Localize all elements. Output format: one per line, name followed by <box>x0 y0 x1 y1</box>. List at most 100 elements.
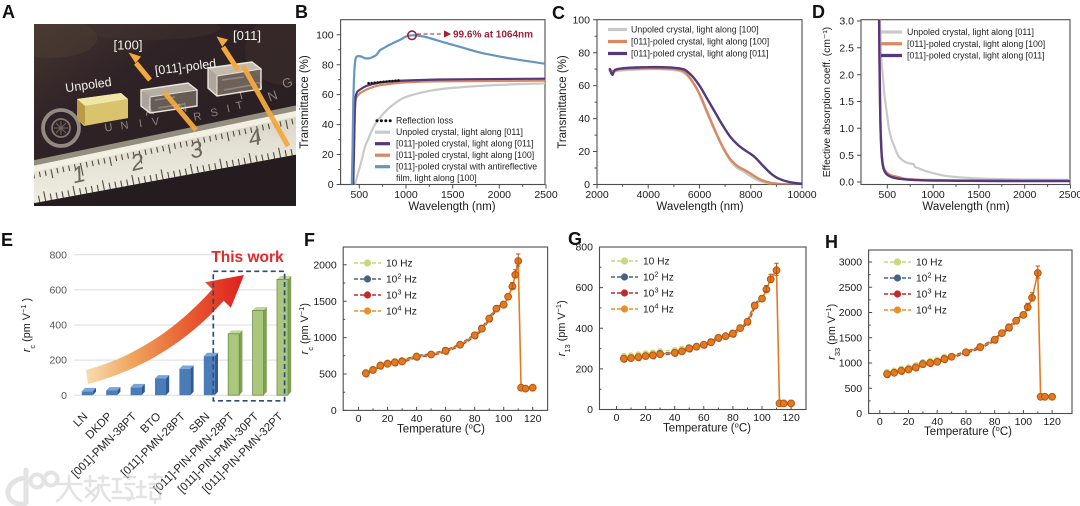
svg-text:8000: 8000 <box>739 189 763 201</box>
svg-text:1500: 1500 <box>839 332 863 344</box>
svg-text:80: 80 <box>578 47 590 59</box>
svg-text:[011]-poled crystal, light alo: [011]-poled crystal, light along [011] <box>396 139 534 149</box>
svg-text:0: 0 <box>856 408 862 420</box>
svg-text:U: U <box>104 122 114 135</box>
svg-text:LN: LN <box>72 411 91 430</box>
svg-text:800: 800 <box>49 249 67 261</box>
svg-text:[100]: [100] <box>114 38 143 53</box>
svg-text:Effective absorption coeff. (c: Effective absorption coeff. (cm⁻¹) <box>822 27 833 177</box>
svg-text:Temperature (oC): Temperature (oC) <box>663 420 751 435</box>
svg-text:1500: 1500 <box>967 189 991 201</box>
svg-text:6000: 6000 <box>688 189 712 201</box>
svg-text:100: 100 <box>1015 416 1033 428</box>
svg-text:20: 20 <box>903 416 915 428</box>
svg-text:20: 20 <box>640 412 652 424</box>
svg-text:40: 40 <box>322 119 334 131</box>
svg-text:2000: 2000 <box>1013 189 1037 201</box>
svg-text:103 Hz: 103 Hz <box>386 287 417 302</box>
svg-text:film, light along [100]: film, light along [100] <box>396 173 477 183</box>
svg-text:0: 0 <box>584 179 590 191</box>
svg-text:2500: 2500 <box>1059 189 1080 201</box>
svg-text:100: 100 <box>316 29 334 41</box>
svg-text:F: F <box>304 230 315 250</box>
svg-text:20: 20 <box>382 413 394 425</box>
svg-text:103 Hz: 103 Hz <box>916 286 947 301</box>
svg-text:1: 1 <box>69 160 87 188</box>
svg-text:3: 3 <box>187 135 206 163</box>
svg-text:[011]-poled crystal with antir: [011]-poled crystal with antireflective <box>396 162 537 172</box>
svg-text:102 Hz: 102 Hz <box>643 269 674 284</box>
svg-text:0: 0 <box>877 416 883 428</box>
svg-text:0: 0 <box>587 404 593 416</box>
svg-text:10 Hz: 10 Hz <box>386 259 413 270</box>
svg-text:0: 0 <box>614 412 620 424</box>
svg-text:D: D <box>812 2 825 22</box>
svg-text:1500: 1500 <box>441 189 465 201</box>
svg-text:[011]: [011] <box>233 28 261 43</box>
svg-text:4: 4 <box>246 123 264 151</box>
svg-text:Wavelength (nm): Wavelength (nm) <box>922 201 1009 213</box>
svg-text:0.0: 0.0 <box>839 177 854 189</box>
svg-text:1500: 1500 <box>313 296 337 308</box>
svg-text:400: 400 <box>49 320 67 332</box>
svg-text:2500: 2500 <box>534 189 558 201</box>
svg-text:[011]-poled crystal, light alo: [011]-poled crystal, light along [011] <box>907 51 1045 61</box>
svg-text:1.0: 1.0 <box>839 123 854 135</box>
svg-text:500: 500 <box>845 383 863 395</box>
svg-text:rc (pm V−1): rc (pm V−1) <box>297 303 315 354</box>
svg-text:Temperature (oC): Temperature (oC) <box>397 421 485 436</box>
svg-text:0.5: 0.5 <box>839 150 854 162</box>
svg-text:10 Hz: 10 Hz <box>916 258 943 269</box>
svg-text:120: 120 <box>782 412 800 424</box>
svg-text:40: 40 <box>411 413 423 425</box>
svg-text:20: 20 <box>578 146 590 158</box>
svg-text:60: 60 <box>322 89 334 101</box>
svg-text:H: H <box>825 232 838 252</box>
svg-text:R: R <box>193 110 203 123</box>
svg-text:[011]-poled crystal, light alo: [011]-poled crystal, light along [100] <box>631 37 769 47</box>
svg-text:2500: 2500 <box>839 282 863 294</box>
svg-text:E: E <box>1 230 13 250</box>
svg-text:60: 60 <box>698 412 710 424</box>
svg-text:Wavelength (nm): Wavelength (nm) <box>656 201 743 213</box>
svg-text:100: 100 <box>495 413 513 425</box>
svg-text:100: 100 <box>572 14 590 26</box>
svg-text:102 Hz: 102 Hz <box>916 270 947 285</box>
svg-text:Reflection loss: Reflection loss <box>396 116 454 126</box>
svg-text:99.6% at 1064nm: 99.6% at 1064nm <box>453 29 533 40</box>
svg-text:Temperature (oC): Temperature (oC) <box>924 424 1012 439</box>
svg-text:120: 120 <box>524 413 542 425</box>
svg-text:2000: 2000 <box>488 189 512 201</box>
svg-text:200: 200 <box>575 363 593 375</box>
svg-text:Unpoled: Unpoled <box>64 75 112 95</box>
svg-text:rc (pm V−1 ): rc (pm V−1 ) <box>19 298 37 352</box>
svg-text:3000: 3000 <box>839 257 863 269</box>
svg-text:G: G <box>568 229 582 249</box>
svg-text:200: 200 <box>49 355 67 367</box>
svg-text:500: 500 <box>351 189 369 201</box>
svg-text:80: 80 <box>322 59 334 71</box>
svg-text:Transmittance (%): Transmittance (%) <box>299 55 311 149</box>
svg-text:80: 80 <box>989 416 1001 428</box>
svg-text:10000: 10000 <box>787 189 816 201</box>
svg-text:4000: 4000 <box>637 189 661 201</box>
svg-text:100: 100 <box>753 412 771 424</box>
svg-text:2000: 2000 <box>313 259 337 271</box>
svg-text:0: 0 <box>328 179 334 191</box>
svg-text:104 Hz: 104 Hz <box>643 301 674 316</box>
svg-text:V: V <box>151 115 161 128</box>
svg-text:60: 60 <box>960 416 972 428</box>
svg-text:S: S <box>210 106 220 119</box>
svg-text:60: 60 <box>578 80 590 92</box>
svg-text:600: 600 <box>575 282 593 294</box>
svg-text:20: 20 <box>322 149 334 161</box>
svg-text:T: T <box>235 87 247 103</box>
svg-text:3.0: 3.0 <box>839 16 854 28</box>
svg-text:40: 40 <box>669 412 681 424</box>
svg-text:[011]-poled crystal, light alo: [011]-poled crystal, light along [100] <box>907 39 1045 49</box>
svg-text:500: 500 <box>319 369 337 381</box>
svg-text:102 Hz: 102 Hz <box>386 271 417 286</box>
svg-text:2000: 2000 <box>585 189 609 201</box>
svg-text:1000: 1000 <box>394 189 418 201</box>
svg-text:0: 0 <box>331 405 337 417</box>
